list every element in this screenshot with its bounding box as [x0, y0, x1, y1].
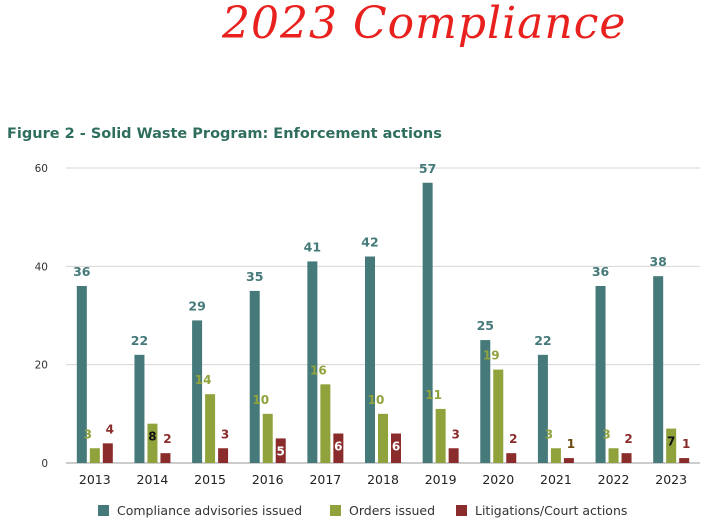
data-label: 6: [392, 440, 400, 454]
bar: [537, 354, 548, 463]
bar: [249, 290, 260, 463]
bar: [653, 276, 664, 463]
y-tick-label: 60: [35, 163, 48, 175]
bar: [595, 286, 606, 463]
bar: [435, 408, 446, 463]
data-label: 11: [425, 388, 442, 402]
bar: [320, 384, 331, 463]
bar: [192, 320, 203, 463]
bar: [666, 428, 677, 463]
data-label: 36: [592, 264, 610, 279]
bar: [205, 394, 216, 463]
data-label: 3: [602, 427, 610, 441]
data-label: 42: [361, 235, 378, 250]
data-label: 2: [509, 432, 517, 446]
data-label: 3: [84, 427, 92, 441]
bar: [679, 458, 690, 463]
bar: [550, 448, 561, 463]
x-tick-label: 2013: [79, 472, 111, 487]
x-tick-label: 2019: [425, 472, 457, 487]
bar: [218, 448, 229, 463]
data-label: 41: [304, 239, 321, 254]
legend-swatch: [330, 505, 341, 516]
x-tick-label: 2015: [194, 472, 226, 487]
data-label: 57: [419, 161, 436, 176]
legend-swatch: [98, 505, 109, 516]
legend-swatch: [456, 505, 467, 516]
data-label: 2: [163, 432, 171, 446]
bar: [160, 453, 171, 463]
data-label: 3: [451, 427, 459, 441]
data-label: 36: [73, 264, 91, 279]
data-label: 7: [667, 435, 675, 449]
data-label: 6: [334, 440, 342, 454]
x-tick-label: 2018: [367, 472, 399, 487]
bar: [307, 261, 318, 463]
bar: [391, 433, 401, 463]
bar: [422, 182, 433, 463]
data-label: 3: [545, 427, 553, 441]
data-label: 2: [624, 432, 632, 446]
data-label: 35: [246, 269, 263, 284]
x-tick-label: 2022: [598, 472, 630, 487]
bar: [134, 354, 145, 463]
data-label: 4: [106, 422, 114, 436]
data-label: 22: [131, 333, 148, 348]
x-tick-label: 2021: [540, 472, 572, 487]
data-label: 29: [188, 298, 205, 313]
data-label: 5: [277, 444, 285, 458]
handwritten-annotation: 2023 Compliance: [222, 0, 627, 49]
chart-title: Figure 2 - Solid Waste Program: Enforcem…: [7, 126, 442, 142]
bar: [621, 453, 632, 463]
y-tick-label: 20: [35, 360, 48, 372]
bar: [333, 433, 344, 463]
bar: [493, 369, 504, 463]
bar: [262, 413, 273, 463]
data-label: 10: [368, 393, 385, 407]
data-label: 14: [195, 373, 212, 387]
x-tick-label: 2017: [309, 472, 341, 487]
bar: [480, 340, 491, 463]
data-label: 8: [148, 430, 156, 444]
y-tick-label: 40: [35, 261, 48, 273]
bar: [275, 438, 286, 463]
bar: [608, 448, 619, 463]
x-tick-label: 2023: [655, 472, 687, 487]
bar: [89, 448, 100, 463]
bar: [506, 453, 517, 463]
bar: [448, 448, 459, 463]
x-tick-label: 2016: [252, 472, 284, 487]
data-label: 16: [310, 363, 327, 377]
x-tick-label: 2020: [482, 472, 514, 487]
data-label: 19: [483, 349, 500, 363]
legend-label: Compliance advisories issued: [117, 503, 302, 518]
bar: [365, 256, 375, 463]
bar: [563, 458, 574, 463]
bar: [102, 443, 113, 463]
data-label: 1: [682, 437, 690, 451]
data-label: 3: [221, 427, 229, 441]
legend-label: Orders issued: [349, 503, 435, 518]
data-label: 38: [649, 254, 666, 269]
bar: [76, 286, 87, 463]
legend-label: Litigations/Court actions: [475, 503, 627, 518]
data-label: 25: [477, 318, 494, 333]
x-tick-label: 2014: [137, 472, 169, 487]
data-label: 10: [252, 393, 269, 407]
data-label: 22: [534, 333, 551, 348]
bar: [147, 423, 158, 463]
y-tick-label: 0: [41, 458, 48, 470]
data-label: 1: [567, 437, 575, 451]
bar: [378, 413, 388, 463]
